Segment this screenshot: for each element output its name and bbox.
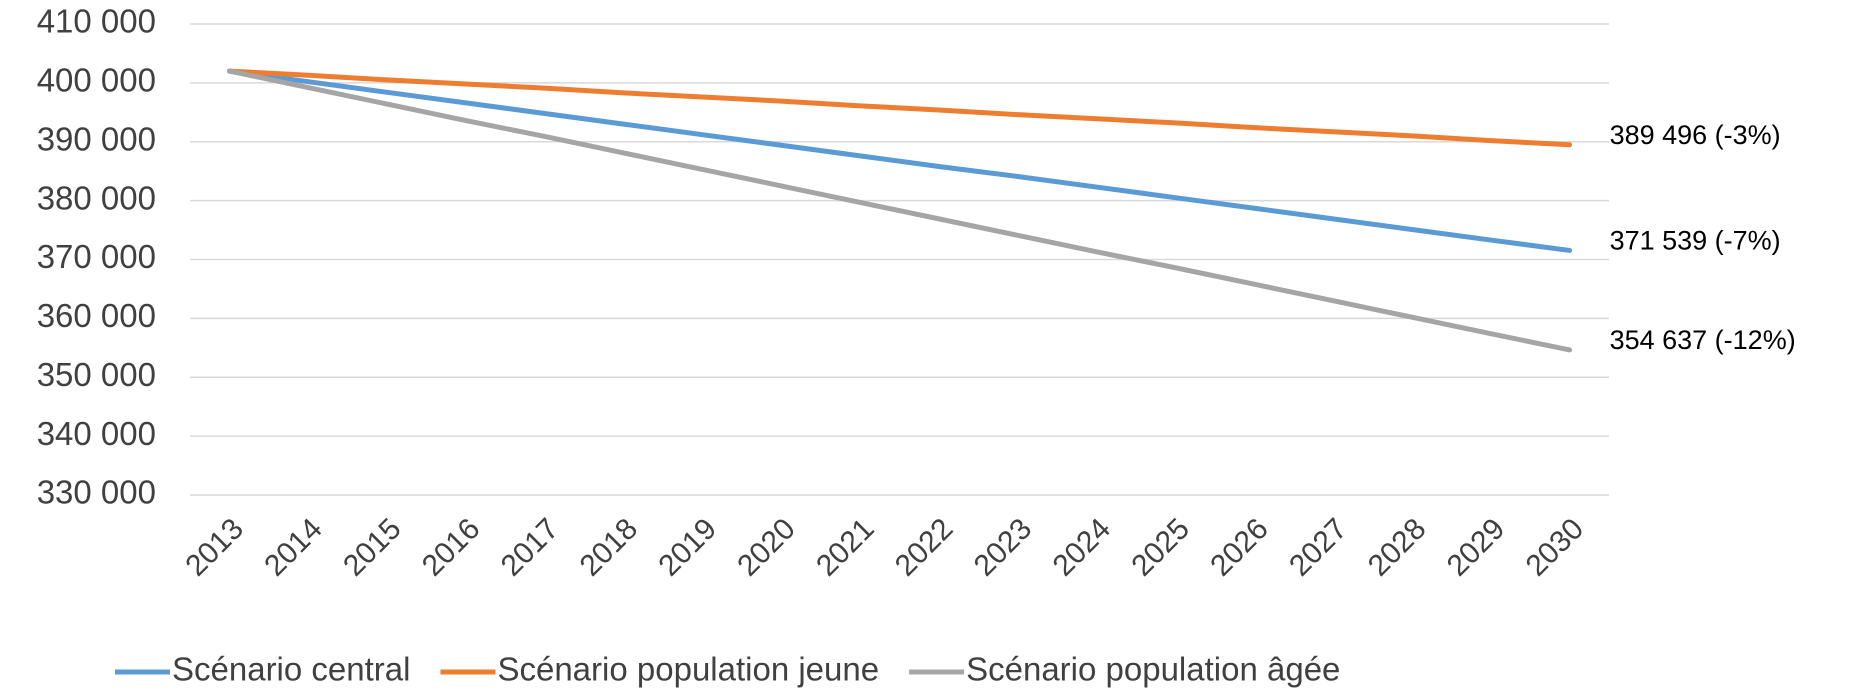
series-line <box>226 68 1573 253</box>
x-tick-label: 2030 <box>1520 512 1591 583</box>
y-tick-label: 330 000 <box>37 474 156 511</box>
x-tick-label: 2019 <box>652 512 723 583</box>
x-tick-label: 2020 <box>731 512 802 583</box>
y-tick-label: 360 000 <box>37 297 156 334</box>
x-tick-label: 2028 <box>1362 512 1433 583</box>
x-tick-label: 2026 <box>1204 512 1275 583</box>
x-tick-label: 2025 <box>1125 512 1196 583</box>
y-tick-label: 350 000 <box>37 356 156 393</box>
y-tick-label: 410 000 <box>37 3 156 40</box>
data-label: 354 637 (-12%) <box>1610 325 1796 355</box>
y-tick-label: 400 000 <box>37 62 156 99</box>
x-tick-label: 2016 <box>416 512 487 583</box>
x-tick-label: 2013 <box>179 512 250 583</box>
legend-label: Scénario population jeune <box>497 651 879 688</box>
x-tick-label: 2024 <box>1047 512 1118 583</box>
series-line <box>226 68 1573 148</box>
x-tick-label: 2015 <box>337 512 408 583</box>
x-tick-label: 2029 <box>1441 512 1512 583</box>
x-tick-label: 2018 <box>574 512 645 583</box>
legend-label: Scénario population âgée <box>966 651 1340 688</box>
series-line <box>226 68 1573 353</box>
x-tick-label: 2014 <box>258 512 329 583</box>
data-label: 371 539 (-7%) <box>1610 226 1781 256</box>
x-tick-label: 2021 <box>810 512 881 583</box>
y-tick-label: 340 000 <box>37 415 156 452</box>
legend-label: Scénario central <box>172 651 410 688</box>
x-tick-label: 2022 <box>889 512 960 583</box>
x-tick-label: 2023 <box>968 512 1039 583</box>
data-label: 389 496 (-3%) <box>1610 120 1781 150</box>
y-tick-label: 390 000 <box>37 120 156 157</box>
y-tick-label: 380 000 <box>37 179 156 216</box>
x-tick-label: 2017 <box>495 512 566 583</box>
y-tick-label: 370 000 <box>37 238 156 275</box>
x-tick-label: 2027 <box>1283 512 1354 583</box>
